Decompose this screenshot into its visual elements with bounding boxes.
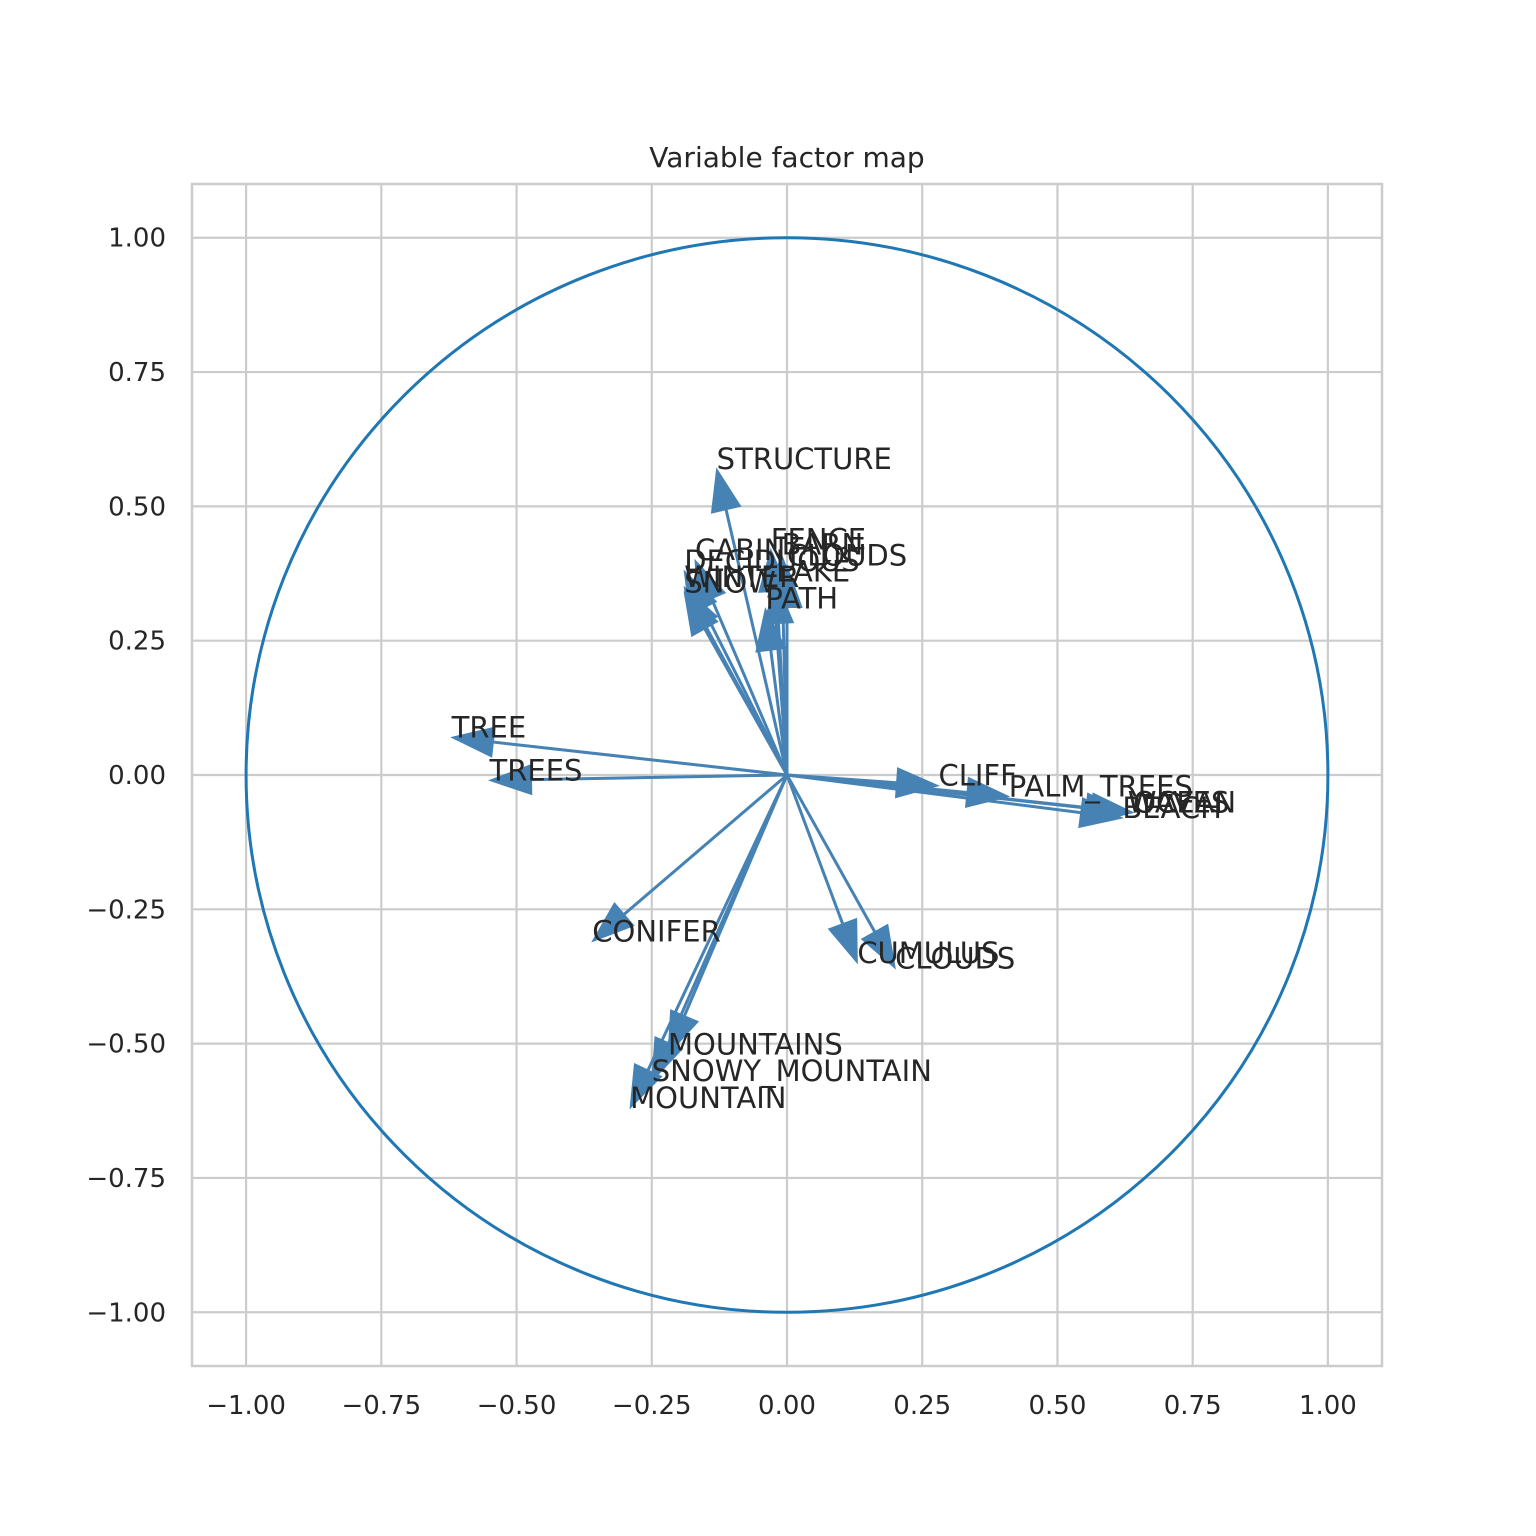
variable-label: WAVES (1128, 786, 1230, 820)
x-tick-label: 0.00 (758, 1391, 816, 1421)
variable-label: CLOUDS (895, 941, 1015, 975)
variable-label: CLIFF (938, 759, 1016, 793)
correlation-circle (244, 236, 1330, 1314)
x-tick-label: 0.50 (1029, 1391, 1087, 1421)
y-tick-label: 0.75 (108, 358, 166, 388)
label-layer: STRUCTUREFENCECABINBARNDECIDUOUSCLOUDSWI… (451, 442, 1236, 1115)
y-tick-label: 1.00 (108, 224, 166, 254)
variable-label: CLOUDS (787, 538, 907, 572)
variable-label: CONIFER (592, 915, 720, 949)
unit-circle-layer (244, 236, 1330, 1314)
y-tick-label: −0.50 (86, 1030, 166, 1060)
arrow-head (762, 580, 795, 625)
arrow-shaft (785, 774, 876, 933)
variable-label: FENCE (771, 522, 866, 556)
variable-label: SNOW (684, 565, 776, 599)
variable-label: BARN (782, 528, 864, 562)
arrow-shaft (623, 773, 788, 916)
variable-label: TREES (489, 753, 583, 787)
variable-label: MOUNTAIN (630, 1081, 786, 1115)
arrow-head (450, 726, 496, 758)
variable-label: OCEAN (1133, 786, 1236, 820)
y-tick-label: 0.00 (108, 761, 166, 791)
arrow-head (683, 591, 719, 638)
variable-label: TREE (451, 710, 527, 744)
y-tick-label: 0.25 (108, 627, 166, 657)
arrow-shaft (493, 740, 788, 777)
x-tick-label: 0.75 (1164, 1391, 1222, 1421)
arrow-shaft (786, 773, 1081, 815)
variable-label: CABIN (695, 533, 785, 567)
arrow-head (667, 1009, 700, 1056)
x-tick-label: −0.50 (477, 1391, 557, 1421)
arrow-shaft (785, 774, 845, 925)
arrow-head (1078, 796, 1124, 829)
y-tick-label: 0.50 (108, 492, 166, 522)
y-tick-label: −1.00 (86, 1298, 166, 1328)
variable-label: STRUCTURE (717, 442, 892, 476)
arrow-shaft (703, 628, 789, 776)
arrow-head (755, 606, 787, 653)
variable-label: SNOWY_MOUNTAIN (652, 1054, 932, 1088)
x-tick-label: 1.00 (1299, 1391, 1357, 1421)
variable-label: BEACH (1122, 791, 1222, 825)
tick-layer: −1.00 −0.75 −0.50 −0.25 0.00 0.25 0.50 0.75 1.00… (86, 224, 1357, 1421)
chart-title: Variable factor map (649, 141, 924, 174)
arrow-head (860, 923, 896, 970)
variable-label: MOUNTAINS (668, 1027, 843, 1061)
variable-label: PATH (765, 581, 838, 615)
arrow-layer (450, 467, 1135, 1110)
arrow-shaft (724, 509, 789, 776)
x-tick-label: −0.25 (612, 1391, 692, 1421)
variable-label: DECIDUOUS (684, 544, 859, 578)
x-tick-label: −1.00 (206, 1391, 286, 1421)
arrow-shaft (646, 774, 789, 1071)
variable-label: CUMULUS (857, 936, 999, 970)
variable-label: PALM_TREES (1009, 769, 1193, 803)
x-tick-label: 0.25 (893, 1391, 951, 1421)
arrow-shaft (710, 598, 789, 776)
y-tick-label: −0.25 (86, 895, 166, 925)
arrow-shaft (769, 649, 789, 776)
arrow-head (710, 467, 742, 514)
arrow-head (591, 901, 635, 943)
variable-label: LAKE (776, 555, 850, 589)
variable-label: WINTER (684, 560, 799, 594)
arrow-shaft (531, 773, 788, 782)
y-tick-label: −0.75 (86, 1164, 166, 1194)
arrow-head (488, 763, 533, 796)
arrow-head (827, 917, 858, 965)
plot-frame (190, 182, 1384, 1368)
x-tick-label: −0.75 (341, 1391, 421, 1421)
arrow-head (629, 1062, 663, 1110)
